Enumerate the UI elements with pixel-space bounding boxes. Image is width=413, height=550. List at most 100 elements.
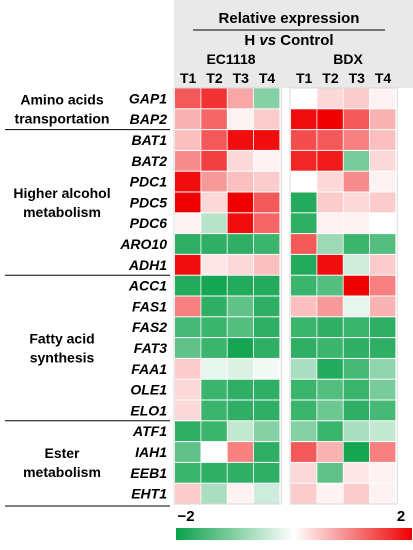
heatmap-cell bbox=[201, 379, 227, 400]
heatmap-cell bbox=[369, 192, 396, 213]
group-label: Amino acids bbox=[20, 91, 103, 107]
heatmap-cell bbox=[253, 213, 280, 234]
group-label: Fatty acid bbox=[29, 331, 94, 347]
heatmap-cell bbox=[317, 234, 343, 254]
heatmap-cell bbox=[201, 192, 227, 213]
heatmap-cell bbox=[317, 317, 343, 338]
heatmap-cell bbox=[291, 421, 317, 442]
heatmap-cell bbox=[253, 254, 280, 275]
heatmap-cell bbox=[227, 88, 254, 109]
strain-label-ec1118: EC1118 bbox=[206, 51, 255, 67]
heatmap-cell bbox=[253, 130, 280, 150]
heatmap-cell bbox=[227, 421, 254, 442]
heatmap-cell bbox=[291, 150, 317, 171]
heatmap-cell bbox=[227, 213, 254, 234]
heatmap-cell bbox=[291, 483, 317, 504]
timepoint-label: T2 bbox=[322, 70, 339, 86]
heatmap-cell bbox=[227, 275, 254, 296]
gene-label: ELO1 bbox=[130, 402, 167, 418]
timepoint-label: T1 bbox=[296, 70, 313, 86]
heatmap-cell bbox=[201, 254, 227, 275]
heatmap-cell bbox=[201, 442, 227, 462]
timepoint-label: T3 bbox=[349, 70, 366, 86]
heatmap-cell bbox=[175, 400, 201, 421]
heatmap-cell bbox=[343, 109, 370, 130]
heatmap-cell bbox=[291, 109, 317, 130]
heatmap-cell bbox=[343, 421, 370, 442]
group-label: transportation bbox=[15, 110, 110, 126]
heatmap-cell bbox=[201, 275, 227, 296]
timepoint-label: T4 bbox=[259, 70, 276, 86]
heatmap-cell bbox=[343, 483, 370, 504]
group-label: Ester bbox=[44, 445, 80, 461]
heatmap-cell bbox=[317, 150, 343, 171]
gene-label: PDC1 bbox=[130, 174, 168, 190]
heatmap-cell bbox=[369, 130, 396, 150]
heatmap-cell bbox=[253, 296, 280, 317]
heatmap-cell bbox=[369, 254, 396, 275]
heatmap-cell bbox=[317, 442, 343, 462]
gene-label: EHT1 bbox=[131, 486, 167, 502]
gene-label: EEB1 bbox=[130, 465, 167, 481]
heatmap-cell bbox=[291, 130, 317, 150]
color-scale-bar bbox=[176, 528, 412, 540]
heatmap-cell bbox=[343, 442, 370, 462]
scale-min-label: −2 bbox=[177, 508, 194, 525]
heatmap-cell bbox=[227, 254, 254, 275]
gene-label: ATF1 bbox=[132, 423, 167, 439]
gene-label: FAS1 bbox=[132, 298, 167, 314]
heatmap-cell bbox=[369, 442, 396, 462]
heatmap-cell bbox=[369, 400, 396, 421]
heatmap-cell bbox=[369, 150, 396, 171]
heatmap-cell bbox=[201, 296, 227, 317]
group-label: metabolism bbox=[23, 204, 101, 220]
heatmap-cell bbox=[317, 400, 343, 421]
strain-label-bdx: BDX bbox=[333, 51, 363, 67]
heatmap-cell bbox=[291, 234, 317, 254]
heatmap-cell bbox=[201, 338, 227, 358]
heatmap-cell bbox=[317, 88, 343, 109]
heatmap-cell bbox=[175, 234, 201, 254]
heatmap-cell bbox=[317, 358, 343, 379]
heatmap-cell bbox=[253, 442, 280, 462]
heatmap-cell bbox=[201, 171, 227, 192]
heatmap-cell bbox=[227, 462, 254, 483]
heatmap-cell bbox=[175, 109, 201, 130]
group-label: metabolism bbox=[23, 464, 101, 480]
gene-label: BAP2 bbox=[130, 111, 168, 127]
heatmap-cell bbox=[317, 192, 343, 213]
heatmap-cell bbox=[201, 150, 227, 171]
heatmap-cell bbox=[369, 275, 396, 296]
heatmap-cell bbox=[291, 88, 317, 109]
heatmap-cell bbox=[291, 338, 317, 358]
heatmap-cell bbox=[227, 109, 254, 130]
heatmap-block-bdx bbox=[289, 87, 398, 505]
heatmap-cell bbox=[343, 275, 370, 296]
heatmap-cell bbox=[201, 109, 227, 130]
heatmap-cell bbox=[253, 400, 280, 421]
timepoint-label: T2 bbox=[206, 70, 223, 86]
heatmap-cell bbox=[175, 171, 201, 192]
heatmap-cell bbox=[369, 88, 396, 109]
timepoint-label: T4 bbox=[375, 70, 392, 86]
heatmap-cell bbox=[175, 442, 201, 462]
heatmap-cell bbox=[253, 171, 280, 192]
heatmap-cell bbox=[343, 130, 370, 150]
heatmap-cell bbox=[227, 192, 254, 213]
heatmap-cell bbox=[227, 379, 254, 400]
heatmap-cell bbox=[343, 213, 370, 234]
gene-label: BAT1 bbox=[131, 132, 167, 148]
heatmap-cell bbox=[201, 234, 227, 254]
gene-label: FAS2 bbox=[132, 319, 167, 335]
heatmap-cell bbox=[175, 254, 201, 275]
heatmap-cell bbox=[343, 338, 370, 358]
gene-label: FAT3 bbox=[134, 340, 167, 356]
heatmap-cell bbox=[369, 317, 396, 338]
heatmap-cell bbox=[253, 338, 280, 358]
heatmap-cell bbox=[175, 130, 201, 150]
heatmap-cell bbox=[175, 317, 201, 338]
heatmap-cell bbox=[291, 192, 317, 213]
gene-label: IAH1 bbox=[135, 444, 167, 460]
heatmap-cell bbox=[317, 483, 343, 504]
heatmap-cell bbox=[291, 358, 317, 379]
